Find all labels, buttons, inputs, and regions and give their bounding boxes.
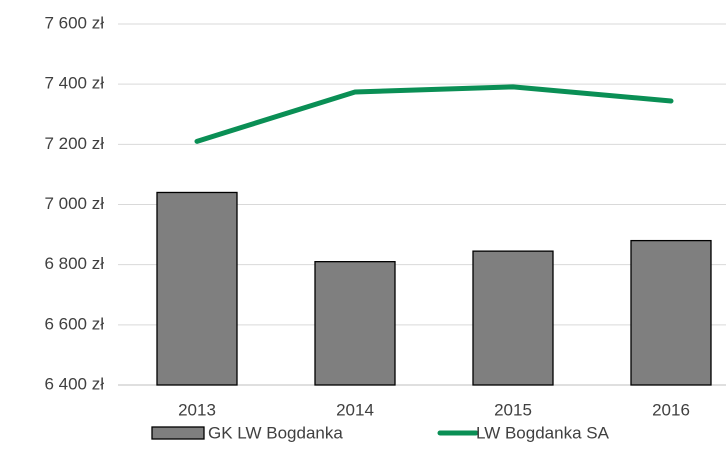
y-tick-label: 6 800 zł [44, 254, 104, 273]
y-tick-label: 7 200 zł [44, 134, 104, 153]
y-tick-label: 7 600 zł [44, 13, 104, 32]
x-tick-label: 2013 [178, 400, 216, 419]
bar [314, 261, 396, 386]
bar [472, 250, 554, 386]
line [194, 84, 674, 144]
bar [630, 239, 712, 386]
x-tick-label: 2014 [336, 400, 374, 419]
y-tick-label: 7 400 zł [44, 74, 104, 93]
x-tick-label: 2015 [494, 400, 532, 419]
y-tick-label: 7 000 zł [44, 194, 104, 213]
y-tick-label: 6 600 zł [44, 314, 104, 333]
legend-swatch [151, 426, 205, 440]
bar [156, 191, 238, 386]
legend-label: LW Bogdanka SA [476, 423, 610, 442]
x-tick-label: 2016 [652, 400, 690, 419]
legend-label: GK LW Bogdanka [208, 423, 343, 442]
y-tick-label: 6 400 zł [44, 374, 104, 393]
